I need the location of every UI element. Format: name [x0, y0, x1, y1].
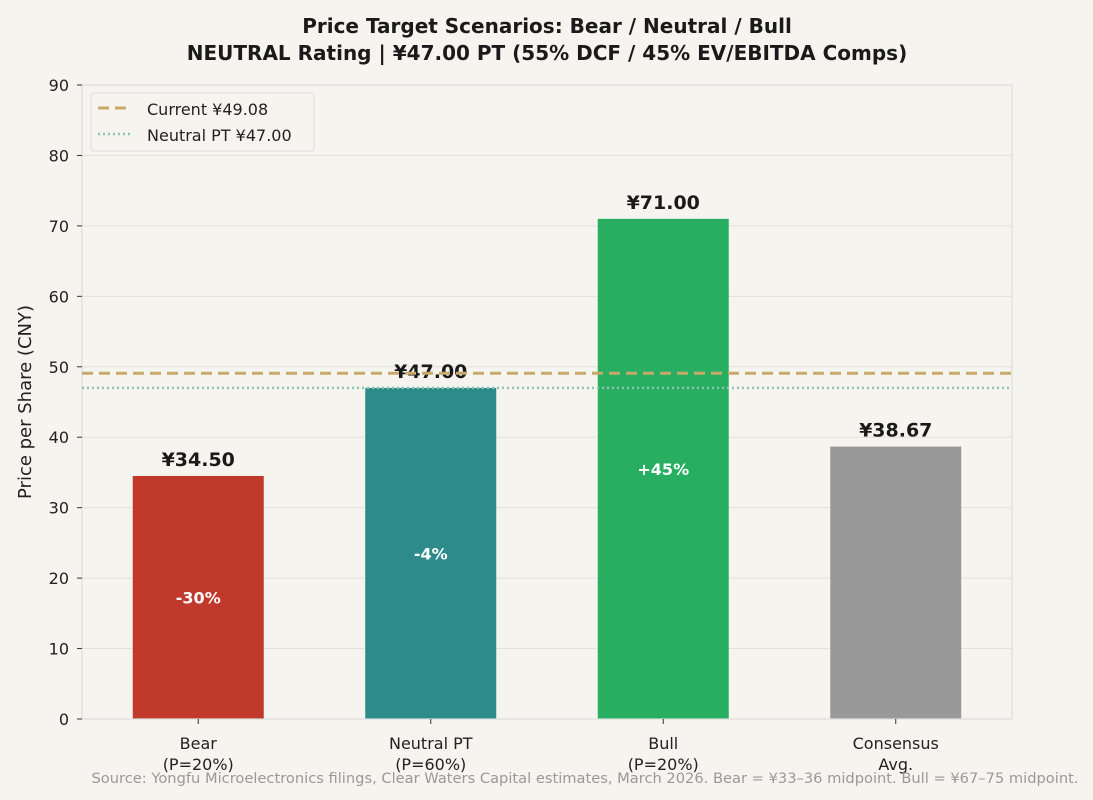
y-tick-label: 0 [59, 710, 69, 729]
chart-title: Price Target Scenarios: Bear / Neutral /… [302, 14, 792, 38]
y-tick-label: 50 [49, 358, 69, 377]
plot-frame [81, 84, 1013, 720]
y-tick-label: 80 [49, 146, 69, 165]
bar-change-label: +45% [637, 460, 689, 479]
y-tick-label: 30 [49, 499, 69, 518]
x-tick-label: Bear [180, 734, 218, 753]
legend-neutral-label: Neutral PT ¥47.00 [147, 126, 292, 145]
y-axis-label: Price per Share (CNY) [15, 305, 36, 499]
x-tick-label: (P=20%) [628, 755, 699, 774]
y-tick-label: 40 [49, 428, 69, 447]
x-tick-label: Neutral PT [389, 734, 473, 753]
bar [830, 446, 962, 719]
source-note: Source: Yongfu Microelectronics filings,… [92, 771, 1079, 787]
legend-box [90, 92, 315, 152]
legend: Current ¥49.08 Neutral PT ¥47.00 [90, 92, 315, 152]
y-tick-label: 10 [49, 640, 69, 659]
x-tick-label: (P=60%) [395, 755, 466, 774]
legend-current-label: Current ¥49.08 [147, 100, 268, 119]
bar-value-label: ¥34.50 [162, 449, 235, 471]
bar-change-label: -30% [176, 588, 221, 607]
x-tick-label: Bull [648, 734, 678, 753]
chart-subtitle: NEUTRAL Rating | ¥47.00 PT (55% DCF / 45… [187, 41, 907, 65]
y-tick-label: 70 [49, 217, 69, 236]
y-tick-label: 20 [49, 569, 69, 588]
bar [365, 387, 497, 719]
bar [132, 475, 264, 719]
bar [597, 218, 729, 719]
x-tick-label: Consensus [853, 734, 939, 753]
y-tick-label: 60 [49, 287, 69, 306]
bar-value-label: ¥38.67 [859, 420, 932, 442]
bar-value-label: ¥71.00 [627, 192, 700, 214]
x-tick-label: Avg. [878, 755, 913, 774]
y-tick-label: 90 [49, 76, 69, 95]
bar-change-label: -4% [414, 544, 448, 563]
x-tick-label: (P=20%) [163, 755, 234, 774]
